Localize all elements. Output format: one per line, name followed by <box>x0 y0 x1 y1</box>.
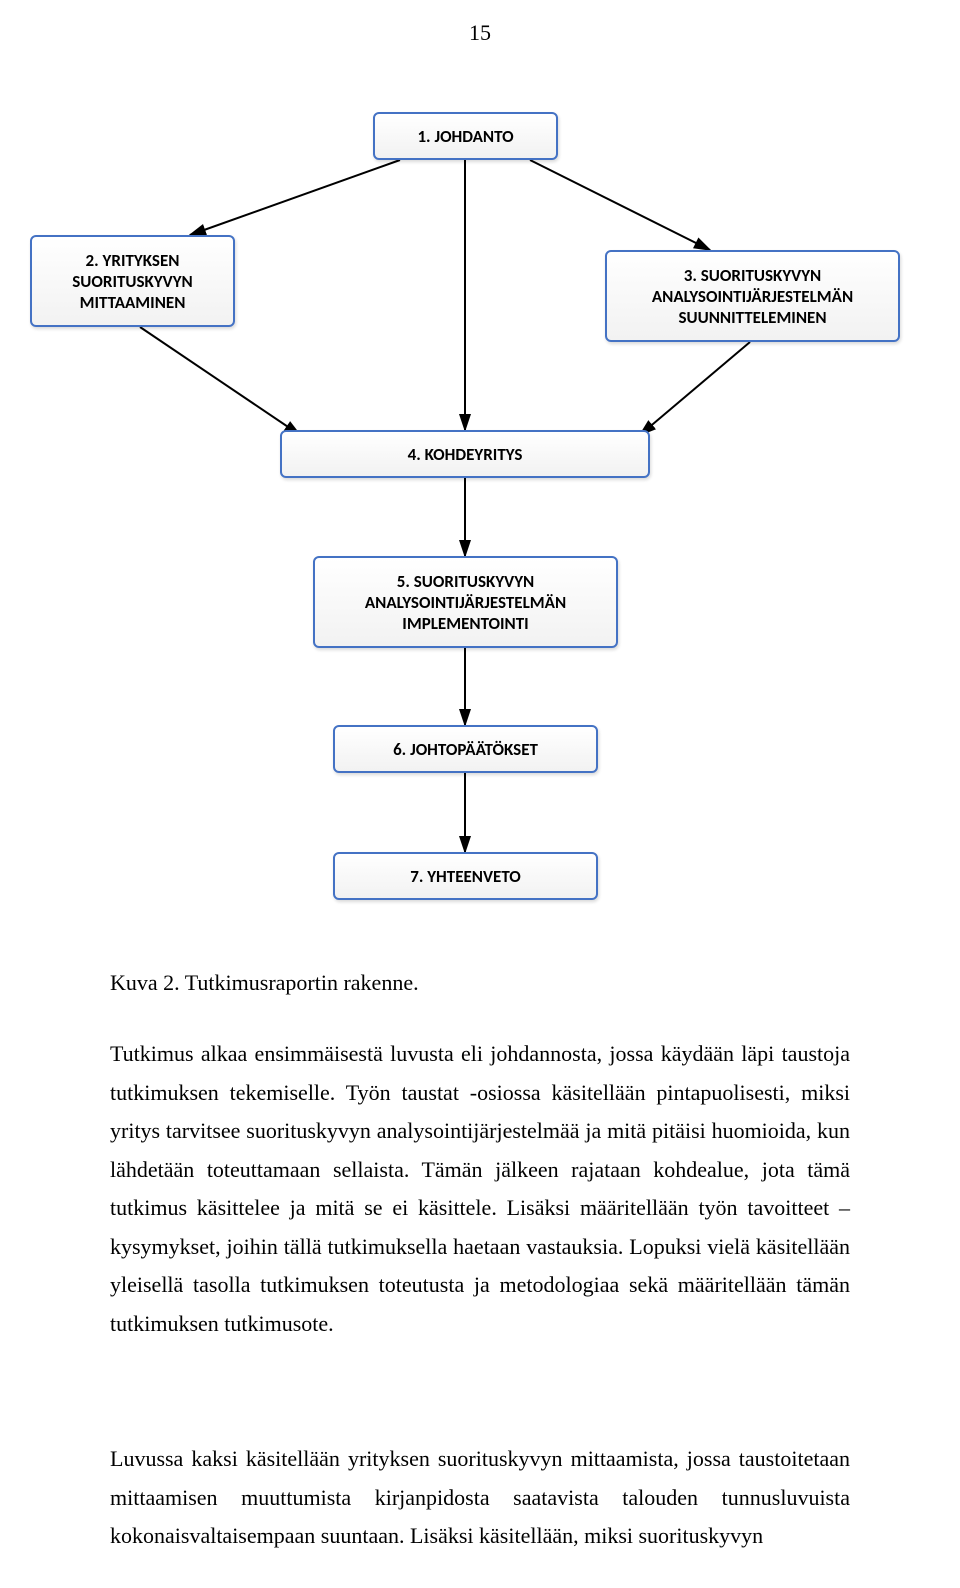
flowchart-node: 2. YRITYKSEN SUORITUSKYVYN MITTAAMINEN <box>30 235 235 327</box>
flowchart-edges <box>0 60 960 960</box>
flowchart-edge <box>640 342 750 435</box>
page-number: 15 <box>469 20 491 46</box>
paragraph-2: Luvussa kaksi käsitellään yrityksen suor… <box>110 1440 850 1556</box>
flowchart-edge <box>140 327 300 435</box>
flowchart-node: 5. SUORITUSKYVYN ANALYSOINTIJÄRJESTELMÄN… <box>313 556 618 648</box>
flowchart-edge <box>190 160 400 235</box>
flowchart-node: 4. KOHDEYRITYS <box>280 430 650 478</box>
flowchart-node: 3. SUORITUSKYVYN ANALYSOINTIJÄRJESTELMÄN… <box>605 250 900 342</box>
flowchart-edge <box>530 160 710 250</box>
figure-caption: Kuva 2. Tutkimusraportin rakenne. <box>110 970 419 996</box>
flowchart-diagram: 1. JOHDANTO 2. YRITYKSEN SUORITUSKYVYN MI… <box>0 60 960 960</box>
flowchart-node: 1. JOHDANTO <box>373 112 558 160</box>
flowchart-node: 7. YHTEENVETO <box>333 852 598 900</box>
flowchart-node: 6. JOHTOPÄÄTÖKSET <box>333 725 598 773</box>
paragraph-1: Tutkimus alkaa ensimmäisestä luvusta eli… <box>110 1035 850 1343</box>
